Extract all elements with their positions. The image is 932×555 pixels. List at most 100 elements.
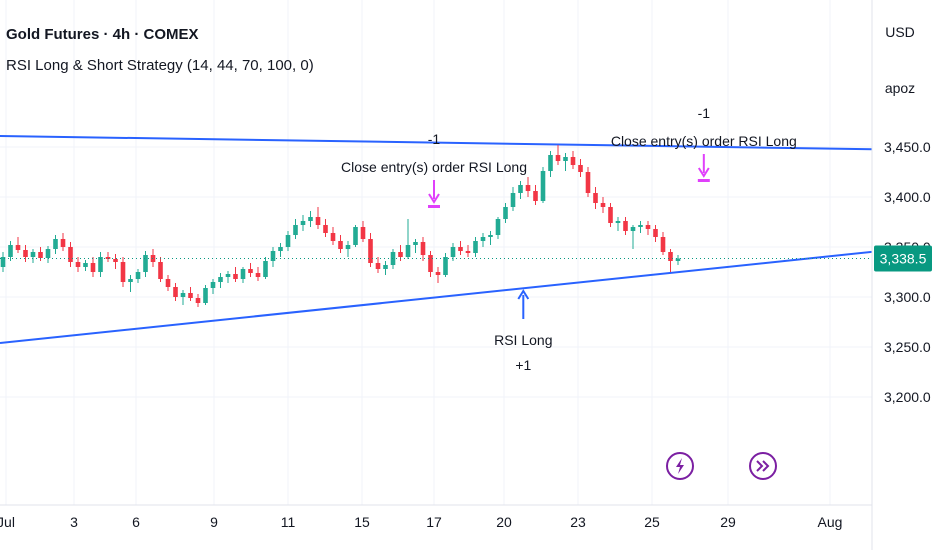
candle-body xyxy=(240,269,246,279)
candle-body xyxy=(540,171,546,201)
candle-body xyxy=(165,279,171,287)
symbol-title[interactable]: Gold Futures · 4h · COMEX xyxy=(6,26,199,43)
strategy-title[interactable]: RSI Long & Short Strategy (14, 44, 70, 1… xyxy=(6,57,314,74)
candle-body xyxy=(68,247,73,262)
candle-body xyxy=(518,185,523,193)
time-tick-label: Aug xyxy=(818,514,843,530)
candle xyxy=(653,225,658,242)
candle xyxy=(270,247,276,267)
candle xyxy=(495,217,501,239)
candle xyxy=(285,231,291,251)
currency-button[interactable]: USD xyxy=(885,24,915,40)
candle-body xyxy=(623,221,628,231)
time-tick-label: 6 xyxy=(132,514,140,530)
candle-body xyxy=(488,235,493,237)
lightning-bolt-icon[interactable] xyxy=(666,452,694,480)
candle xyxy=(615,217,621,231)
candle xyxy=(323,219,328,237)
candle-body xyxy=(210,282,216,288)
candle xyxy=(623,217,628,235)
annotation-close1: -1 Close entry(s) order RSI Long xyxy=(341,131,527,208)
candle-body xyxy=(45,249,51,258)
candle-body xyxy=(668,252,673,261)
time-tick-label: 9 xyxy=(210,514,218,530)
candle-body xyxy=(143,255,148,272)
candle-body xyxy=(593,193,598,203)
price-tick-label: 3,400.0 xyxy=(884,189,931,205)
trade-markers: -1 Close entry(s) order RSI Long -1 Close e… xyxy=(341,105,797,373)
candle xyxy=(60,233,66,251)
candle xyxy=(458,241,463,255)
time-tick-label: 20 xyxy=(496,514,512,530)
candle xyxy=(390,249,396,269)
candle-body xyxy=(323,225,328,233)
candle-body xyxy=(630,227,636,231)
candle-body xyxy=(480,237,486,241)
candle xyxy=(525,177,531,197)
candle-body xyxy=(510,193,516,207)
candle xyxy=(405,219,411,259)
candle xyxy=(263,257,268,279)
candle xyxy=(0,252,6,272)
fast-forward-icon[interactable] xyxy=(749,452,777,480)
candle-body xyxy=(533,191,538,201)
candle-body xyxy=(428,255,433,272)
candle-body xyxy=(300,221,306,225)
candle xyxy=(233,267,238,282)
time-tick-label: 29 xyxy=(720,514,736,530)
last-price-tag: 3,338.5 xyxy=(874,245,932,272)
trendline-lower xyxy=(0,244,932,344)
candle-body xyxy=(263,261,268,277)
candle xyxy=(128,275,133,292)
candle-body xyxy=(345,245,351,249)
candle-body xyxy=(75,262,81,267)
candle xyxy=(293,219,298,239)
candle xyxy=(15,237,21,253)
candle-body xyxy=(450,247,456,257)
candle xyxy=(353,225,358,247)
candle-body xyxy=(555,155,561,161)
candle-body xyxy=(225,274,231,277)
candle xyxy=(345,241,351,257)
candle xyxy=(555,145,561,165)
candle-body xyxy=(270,251,276,261)
candle xyxy=(360,221,366,242)
candle-body xyxy=(150,255,156,262)
candle xyxy=(113,254,118,269)
price-tick-label: 3,250.0 xyxy=(884,339,931,355)
candle xyxy=(413,239,418,253)
candle-body xyxy=(30,252,36,257)
time-axis-labels[interactable]: Jul 3 6 9 11 15 17 20 23 25 29 Aug xyxy=(0,514,842,530)
candle xyxy=(195,294,201,307)
candle-body xyxy=(405,245,411,257)
scale-mode-button[interactable]: apoz xyxy=(884,80,916,96)
candle xyxy=(518,181,523,199)
candle-body xyxy=(285,235,291,247)
candle-body xyxy=(255,273,261,277)
long-arrow-head xyxy=(517,289,530,300)
event-icons[interactable] xyxy=(666,452,777,480)
candle xyxy=(240,267,246,283)
time-tick-label: 23 xyxy=(570,514,586,530)
price-scale-panel[interactable] xyxy=(872,0,932,550)
candle-body xyxy=(248,269,253,273)
price-tag-bg xyxy=(874,245,932,272)
candle xyxy=(450,243,456,261)
candle xyxy=(503,203,508,223)
candle-body xyxy=(443,257,448,275)
candle xyxy=(570,151,576,169)
candle-body xyxy=(383,265,388,269)
price-tag-text: 3,338.5 xyxy=(880,251,927,267)
candle xyxy=(188,287,193,301)
candle-body xyxy=(128,279,133,282)
candle xyxy=(105,252,111,262)
candle xyxy=(578,159,583,177)
candle xyxy=(660,232,666,255)
candle-body xyxy=(293,225,298,235)
candle-body xyxy=(578,165,583,172)
candle-body xyxy=(278,247,283,251)
candle xyxy=(630,225,636,249)
candle-body xyxy=(413,242,418,245)
